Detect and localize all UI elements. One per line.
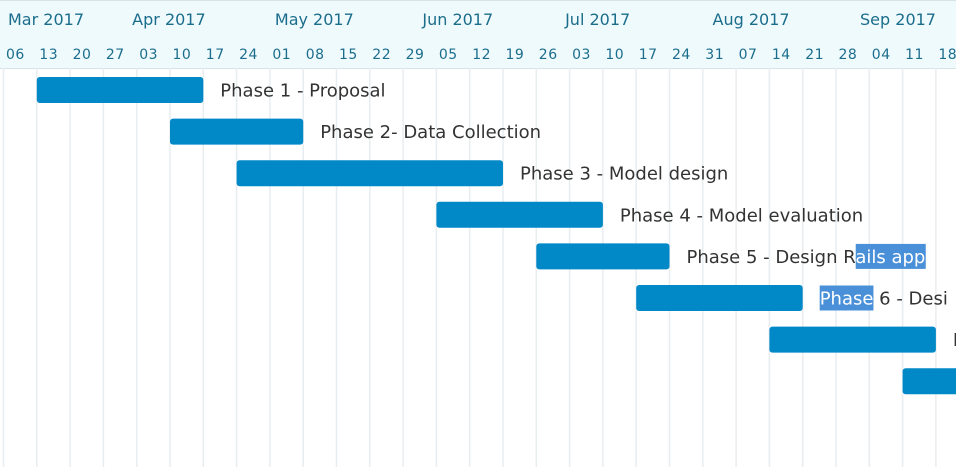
task-row: Phase 5 - Design Rails app <box>536 243 926 270</box>
task-bar <box>902 368 956 395</box>
task-row: Phase 4 - Model evaluation <box>436 201 863 228</box>
task-label: Phase 5 - Design Rails app <box>687 247 926 268</box>
week-tick-label: 03 <box>139 47 158 63</box>
month-tick-label: Mar 2017 <box>8 10 84 29</box>
task-label: Phase 6 - Desi <box>820 289 948 310</box>
task-bar <box>436 201 603 228</box>
week-tick-label: 27 <box>106 47 125 63</box>
text-selection-highlight <box>819 285 874 311</box>
week-tick-label: 29 <box>406 47 425 63</box>
task-bar <box>236 160 503 187</box>
task-row: P <box>769 326 956 353</box>
task-label: Phase 2- Data Collection <box>320 122 541 143</box>
timeline-scale: 06 13 20 27 03 10 17 24 01 08 15 22 29 05 12 19 26 03 10 17… <box>6 10 956 63</box>
task-bar <box>536 243 670 270</box>
week-tick-label: 18 <box>938 47 956 63</box>
week-tick-label: 13 <box>39 47 58 63</box>
week-tick-label: 17 <box>206 47 225 63</box>
week-tick-label: 14 <box>772 47 791 63</box>
timeline-header <box>0 0 956 68</box>
week-tick-label: 15 <box>339 47 358 63</box>
month-tick-label: May 2017 <box>275 10 354 29</box>
week-tick-label: 07 <box>739 47 758 63</box>
week-tick-label: 24 <box>239 47 258 63</box>
week-tick-label: 31 <box>705 47 724 63</box>
week-tick-label: 24 <box>672 47 691 63</box>
week-tick-label: 10 <box>173 47 192 63</box>
week-tick-label: 04 <box>872 47 891 63</box>
week-tick-label: 21 <box>805 47 824 63</box>
task-row: Phase 3 - Model design <box>236 160 728 187</box>
week-tick-label: 08 <box>306 47 325 63</box>
task-bar <box>36 77 204 103</box>
text-selection-highlight <box>855 243 926 269</box>
week-tick-label: 10 <box>605 47 624 63</box>
week-tick-label: 11 <box>905 47 924 63</box>
month-tick-label: Jul 2017 <box>564 10 630 29</box>
week-tick-label: 26 <box>539 47 558 63</box>
week-tick-label: 28 <box>839 47 858 63</box>
task-label: Phase 3 - Model design <box>520 164 728 185</box>
month-tick-label: Aug 2017 <box>713 10 790 29</box>
week-tick-label: 01 <box>272 47 291 63</box>
task-row: Phase 2- Data Collection <box>170 118 541 145</box>
task-label: P <box>953 330 956 351</box>
task-bar <box>769 326 936 353</box>
task-row <box>902 368 956 395</box>
week-tick-label: 03 <box>572 47 591 63</box>
task-rows: Phase 1 - Proposal Phase 2- Data Collecti… <box>36 77 956 395</box>
week-tick-label: 05 <box>439 47 458 63</box>
task-bar <box>170 118 304 145</box>
week-tick-label: 22 <box>372 47 391 63</box>
task-label: Phase 4 - Model evaluation <box>620 205 863 226</box>
week-tick-label: 20 <box>73 47 92 63</box>
week-tick-label: 19 <box>506 47 525 63</box>
month-tick-label: Apr 2017 <box>132 10 205 29</box>
week-tick-label: 12 <box>472 47 491 63</box>
task-row: Phase 1 - Proposal <box>36 77 386 103</box>
task-bar <box>636 285 803 311</box>
task-label: Phase 1 - Proposal <box>220 81 385 102</box>
task-row: Phase 6 - Desi <box>636 285 948 311</box>
week-tick-label: 17 <box>639 47 658 63</box>
month-tick-label: Sep 2017 <box>860 10 936 29</box>
month-tick-label: Jun 2017 <box>421 10 493 29</box>
week-tick-label: 06 <box>6 47 25 63</box>
